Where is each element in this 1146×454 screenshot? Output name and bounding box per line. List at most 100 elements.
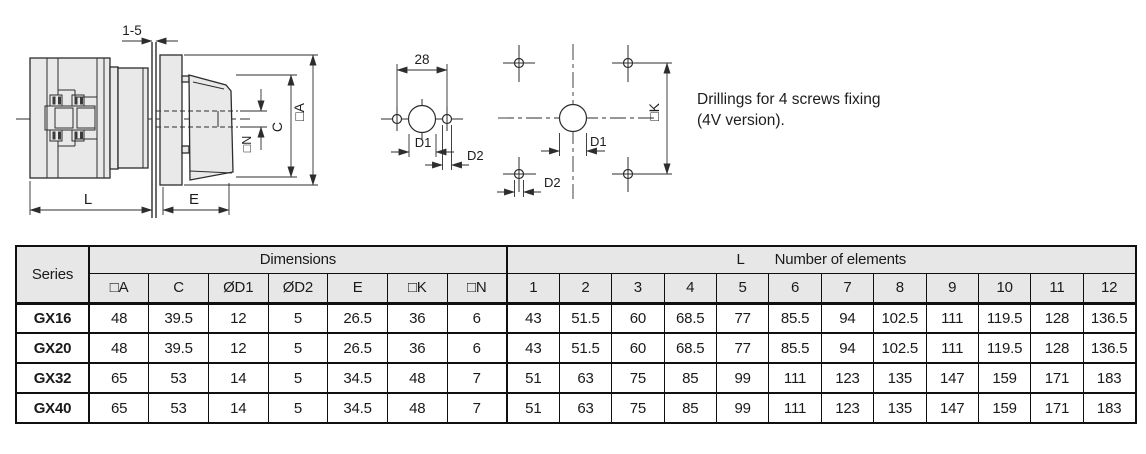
drill-pattern-central: 28 D1 D2 (381, 52, 484, 170)
element-value-cell: 85.5 (768, 302, 822, 334)
element-value-cell: 75 (611, 392, 665, 424)
dimension-value-cell: 53 (148, 362, 209, 394)
central-hole-d1 (407, 104, 437, 134)
dimension-value-cell: 48 (88, 332, 150, 364)
dimension-value-cell: 12 (207, 302, 269, 334)
dim-label-n: □N (240, 136, 254, 153)
element-value-cell: 68.5 (663, 332, 717, 364)
dim-d2-4v: D2 (497, 175, 561, 197)
dim-k: □K (634, 62, 672, 175)
dimension-value-cell: 6 (446, 302, 508, 334)
element-value-cell: 94 (820, 302, 875, 334)
element-value-cell: 183 (1082, 362, 1137, 394)
dim-label-l: L (84, 191, 92, 208)
element-value-cell: 183 (1082, 392, 1137, 424)
element-value-cell: 123 (820, 362, 875, 394)
element-value-cell: 135 (873, 362, 927, 394)
element-column-header: 9 (925, 272, 979, 305)
elements-group-label: Number of elements (774, 251, 907, 269)
dim-a: □A (184, 54, 318, 186)
dim-column-header: E (327, 272, 388, 305)
element-column-header: 12 (1082, 272, 1137, 305)
element-value-cell: 63 (558, 362, 613, 394)
dim-label-a: □A (291, 102, 307, 120)
dimension-value-cell: 26.5 (327, 302, 388, 334)
element-value-cell: 159 (977, 392, 1032, 424)
elements-group-prefix: L (736, 251, 745, 269)
element-column-header: 10 (977, 272, 1032, 305)
spec-table: Series Dimensions L Number of elements □A C ØD… (15, 245, 1137, 424)
technical-drawings: 1-5 L E □A C (16, 23, 672, 218)
central-hole-d1 (558, 103, 588, 133)
dim-label-k: □K (646, 102, 662, 120)
drill-pattern-4-screws: □K D1 D2 (497, 44, 672, 199)
table-row: GX16 48 39.5 12 5 26.5 36 6 43 51.5 60 68.5 77 85.5 94… (15, 302, 1137, 334)
element-column-header: 11 (1030, 272, 1084, 305)
dim-l: L (29, 181, 153, 215)
element-value-cell: 111 (925, 302, 979, 334)
series-cell: GX20 (15, 332, 90, 364)
element-value-cell: 147 (925, 392, 979, 424)
element-column-header: 7 (820, 272, 875, 305)
shaft-adapter (109, 66, 149, 170)
element-value-cell: 128 (1030, 332, 1084, 364)
terminal-clamps (49, 94, 85, 142)
shaft-hidden-lines (156, 110, 238, 128)
dimension-value-cell: 65 (88, 392, 150, 424)
dimension-value-cell: 5 (267, 332, 329, 364)
element-value-cell: 99 (715, 362, 770, 394)
series-cell: GX40 (15, 392, 90, 424)
element-value-cell: 128 (1030, 302, 1084, 334)
element-column-header: 5 (715, 272, 770, 305)
front-plate (159, 54, 183, 186)
dimension-value-cell: 5 (267, 392, 329, 424)
dim-c: C (236, 74, 297, 178)
dimension-value-cell: 7 (446, 392, 508, 424)
dimension-value-cell: 36 (386, 302, 448, 334)
element-value-cell: 102.5 (873, 332, 927, 364)
dim-d1-central: D1 (391, 134, 454, 157)
element-value-cell: 51.5 (558, 302, 613, 334)
dim-column-header: ØD2 (267, 272, 329, 305)
mounting-panel (151, 42, 157, 218)
side-view-drawing: 1-5 L E □A C (16, 23, 318, 218)
element-value-cell: 60 (611, 302, 665, 334)
dim-d2-central: D2 (425, 125, 484, 170)
note-line-1: Drillings for 4 screws fixing (697, 91, 881, 108)
element-value-cell: 135 (873, 392, 927, 424)
series-cell: GX16 (15, 302, 90, 334)
dim-panel-thickness: 1-5 (122, 23, 178, 45)
element-value-cell: 77 (715, 332, 770, 364)
element-value-cell: 75 (611, 362, 665, 394)
element-value-cell: 119.5 (977, 332, 1032, 364)
element-value-cell: 85 (663, 392, 717, 424)
element-value-cell: 43 (505, 302, 560, 334)
element-column-header: 1 (505, 272, 560, 305)
dimensions-group-header: Dimensions (88, 245, 508, 274)
element-value-cell: 60 (611, 332, 665, 364)
dim-n: □N (240, 89, 267, 152)
dimension-value-cell: 53 (148, 392, 209, 424)
dimension-value-cell: 6 (446, 332, 508, 364)
dimensions-table-container: Series Dimensions L Number of elements □A C ØD… (15, 245, 1137, 424)
element-value-cell: 171 (1030, 362, 1084, 394)
dim-label-c: C (269, 122, 285, 132)
dim-label-d2: D2 (467, 148, 484, 163)
dimension-value-cell: 34.5 (327, 362, 388, 394)
element-value-cell: 111 (768, 392, 822, 424)
element-value-cell: 136.5 (1082, 302, 1137, 334)
element-value-cell: 111 (768, 362, 822, 394)
element-column-header: 3 (611, 272, 665, 305)
dimension-value-cell: 39.5 (148, 332, 209, 364)
element-value-cell: 51 (505, 362, 560, 394)
switch-body-internals (44, 58, 105, 178)
dim-label-1-5: 1-5 (122, 23, 142, 38)
element-column-header: 4 (663, 272, 717, 305)
dimension-value-cell: 5 (267, 362, 329, 394)
dimension-value-cell: 34.5 (327, 392, 388, 424)
element-value-cell: 99 (715, 392, 770, 424)
element-value-cell: 85 (663, 362, 717, 394)
dimension-value-cell: 48 (88, 302, 150, 334)
dim-label-d2: D2 (544, 175, 561, 190)
